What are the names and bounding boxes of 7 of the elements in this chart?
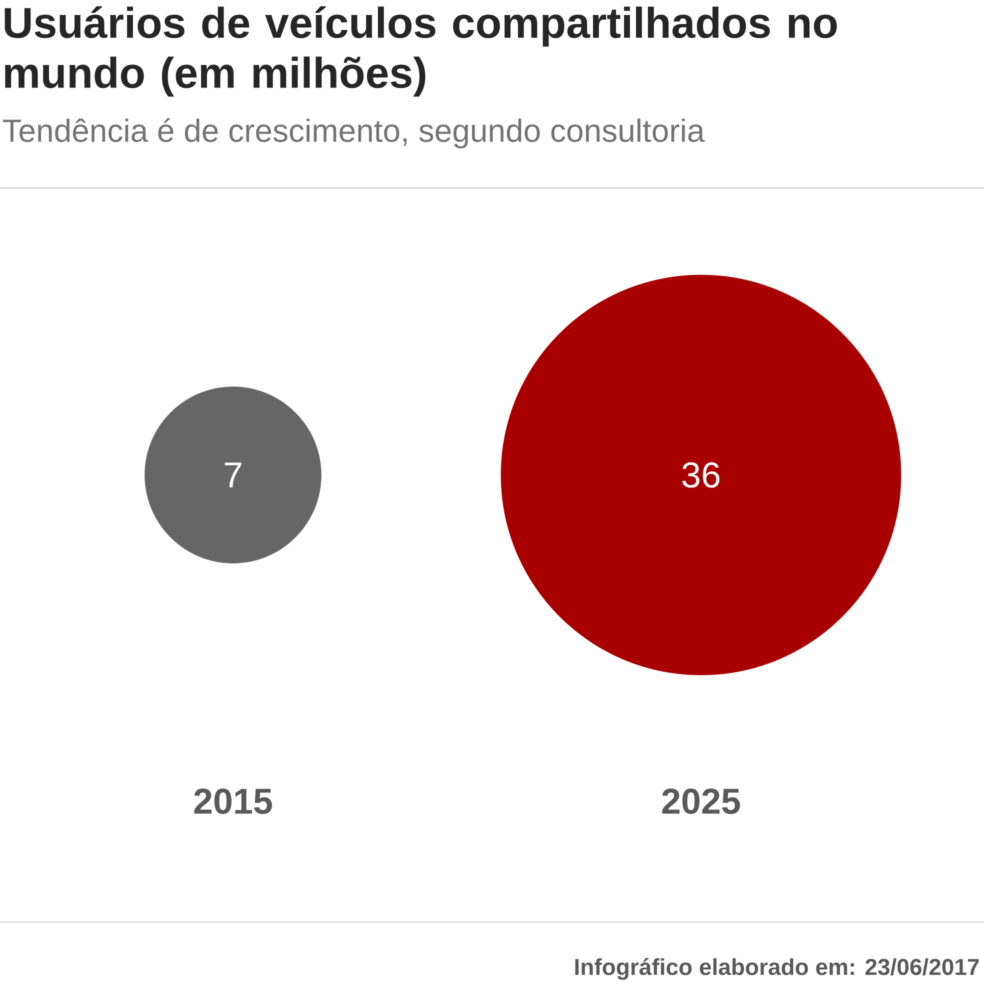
text: Usuários de veículos compartilhados no mundo (em milhões) bbox=[4, 6, 837, 97]
text: Infográfico elaborado em: 23/06/2017 bbox=[575, 958, 979, 980]
category-label: 2015 bbox=[194, 788, 272, 814]
text: Tendência é de crescimento, segundo consultoria bbox=[2, 118, 705, 148]
data-label: 36 bbox=[682, 462, 720, 488]
data-label: 7 bbox=[224, 462, 242, 488]
category-label: 2025 bbox=[662, 788, 740, 814]
